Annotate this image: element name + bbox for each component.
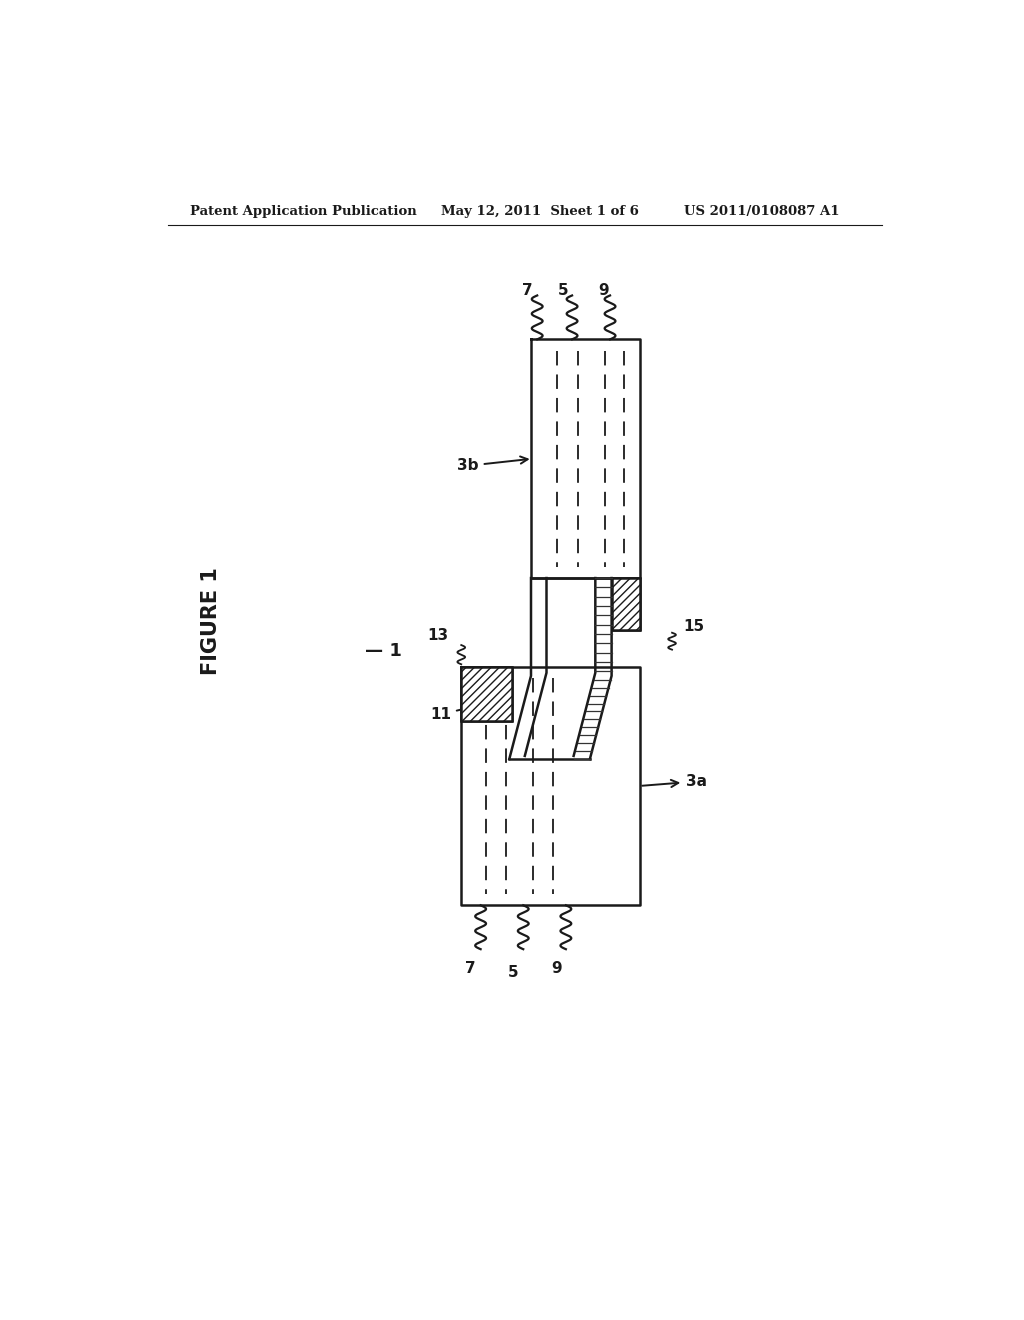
Text: 9: 9 — [551, 961, 562, 975]
Text: 15: 15 — [683, 619, 705, 634]
Text: 5: 5 — [508, 965, 518, 979]
Text: 3a: 3a — [642, 774, 707, 789]
Text: FIGURE 1: FIGURE 1 — [202, 566, 221, 675]
Text: May 12, 2011  Sheet 1 of 6: May 12, 2011 Sheet 1 of 6 — [441, 205, 639, 218]
Text: 11: 11 — [430, 697, 507, 722]
Polygon shape — [461, 667, 512, 721]
Text: — 1: — 1 — [366, 643, 402, 660]
Text: 3b: 3b — [458, 457, 527, 474]
Polygon shape — [611, 578, 640, 630]
Text: 9: 9 — [598, 284, 608, 298]
Text: 5: 5 — [557, 284, 568, 298]
Text: Patent Application Publication: Patent Application Publication — [189, 205, 417, 218]
Text: 7: 7 — [465, 961, 476, 975]
Text: 13: 13 — [427, 628, 449, 643]
Text: US 2011/0108087 A1: US 2011/0108087 A1 — [684, 205, 839, 218]
Text: 7: 7 — [522, 284, 532, 298]
